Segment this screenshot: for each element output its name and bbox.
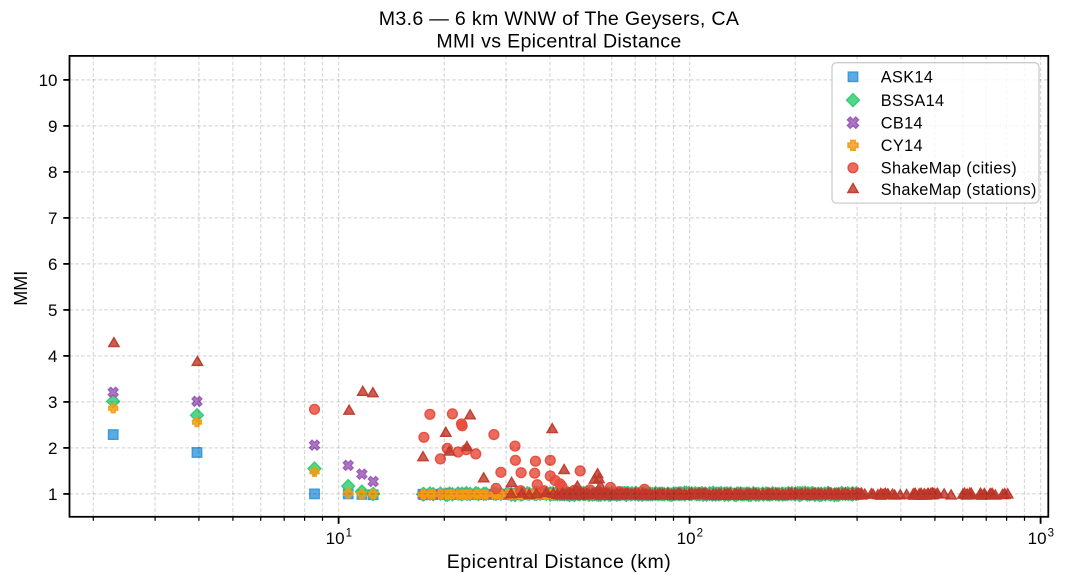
svg-text:10: 10 <box>326 529 345 548</box>
svg-text:7: 7 <box>48 209 57 228</box>
svg-text:1: 1 <box>346 528 352 540</box>
svg-text:ASK14: ASK14 <box>881 69 933 87</box>
svg-text:10: 10 <box>1028 529 1047 548</box>
svg-text:Epicentral Distance (km): Epicentral Distance (km) <box>447 551 671 573</box>
svg-text:M3.6 — 6 km WNW of The Geysers: M3.6 — 6 km WNW of The Geysers, CA <box>379 8 740 30</box>
svg-text:MMI: MMI <box>11 271 31 306</box>
svg-text:MMI vs Epicentral Distance: MMI vs Epicentral Distance <box>436 31 681 53</box>
svg-text:3: 3 <box>1048 528 1054 540</box>
svg-text:4: 4 <box>48 347 57 366</box>
svg-text:10: 10 <box>39 71 58 90</box>
svg-text:ShakeMap (stations): ShakeMap (stations) <box>881 181 1037 199</box>
svg-text:CB14: CB14 <box>881 115 923 133</box>
svg-text:1: 1 <box>48 485 57 504</box>
svg-text:3: 3 <box>48 393 57 412</box>
svg-text:CY14: CY14 <box>881 137 923 155</box>
svg-text:ShakeMap (cities): ShakeMap (cities) <box>881 160 1017 178</box>
svg-text:8: 8 <box>48 163 57 182</box>
svg-text:5: 5 <box>48 301 57 320</box>
svg-text:10: 10 <box>677 529 696 548</box>
svg-text:BSSA14: BSSA14 <box>881 92 945 110</box>
svg-text:2: 2 <box>48 439 57 458</box>
svg-text:6: 6 <box>48 255 57 274</box>
svg-text:2: 2 <box>697 528 703 540</box>
svg-text:9: 9 <box>48 117 57 136</box>
